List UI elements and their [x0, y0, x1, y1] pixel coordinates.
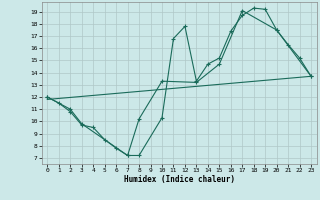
X-axis label: Humidex (Indice chaleur): Humidex (Indice chaleur)	[124, 175, 235, 184]
